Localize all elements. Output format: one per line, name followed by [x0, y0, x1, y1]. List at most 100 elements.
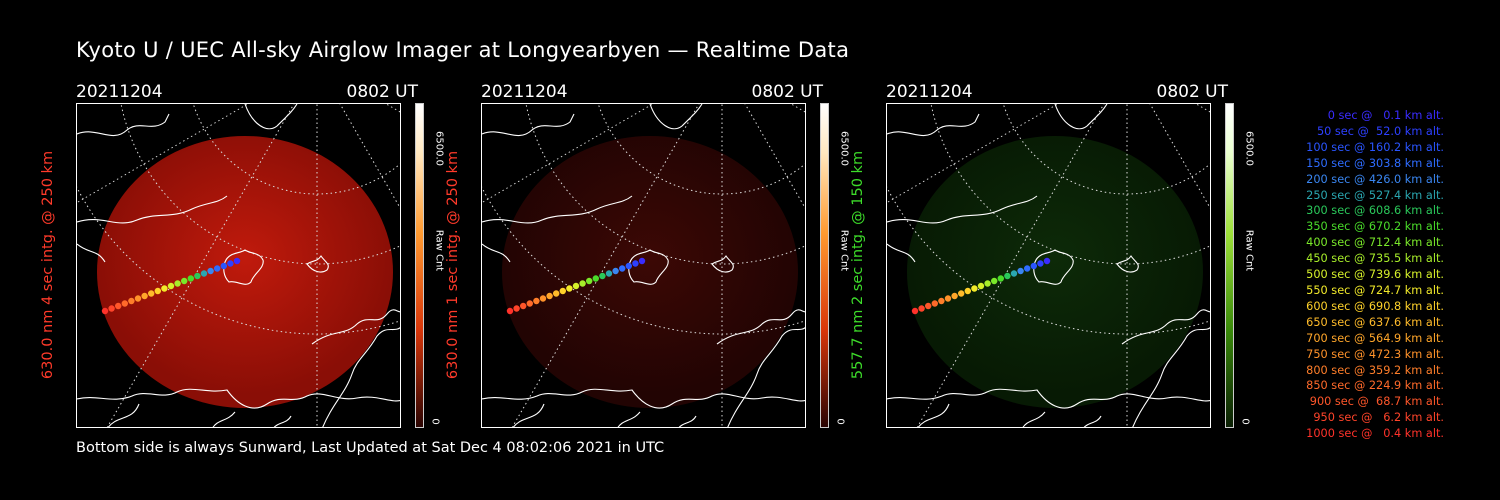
legend-entry: 350 sec @ 670.2 km alt. — [1306, 220, 1444, 234]
coastline — [322, 326, 400, 427]
coastline — [678, 415, 697, 427]
panel-date: 20211204 — [886, 82, 973, 102]
coastline — [887, 243, 916, 263]
longitude-line — [1149, 104, 1210, 209]
track-point — [566, 285, 573, 292]
track-point — [605, 270, 613, 277]
svalbard-coastline — [628, 249, 669, 285]
island-coastline — [1116, 255, 1139, 273]
track-point — [1037, 260, 1044, 267]
coastline — [273, 415, 292, 427]
track-point — [506, 307, 514, 315]
coastline — [649, 104, 703, 130]
coastline — [107, 403, 140, 427]
color-bar — [820, 103, 829, 428]
track-point — [128, 297, 135, 305]
track-point — [1017, 267, 1024, 275]
track-point — [553, 290, 560, 297]
track-point — [951, 292, 958, 300]
colorbar-max-label: 6500.0 — [838, 131, 850, 166]
track-point — [207, 267, 214, 275]
legend-entry: 500 sec @ 739.6 km alt. — [1306, 268, 1444, 282]
legend-entry: 850 sec @ 224.9 km alt. — [1306, 379, 1444, 393]
color-bar — [1225, 103, 1234, 428]
coastline — [77, 195, 228, 224]
svalbard-coastline — [1033, 249, 1074, 285]
track-point — [925, 302, 932, 310]
track-point — [194, 272, 201, 280]
track-point — [520, 302, 527, 310]
track-point — [526, 300, 533, 307]
coastline — [1132, 326, 1210, 427]
legend-entry: 650 sec @ 637.6 km alt. — [1306, 315, 1444, 329]
track-point — [121, 300, 128, 307]
airglow-image — [907, 136, 1203, 408]
map-svg — [77, 104, 400, 427]
longitude-line — [887, 104, 1059, 204]
track-point — [134, 295, 142, 302]
coastline — [244, 104, 298, 130]
legend-entry: 300 sec @ 608.6 km alt. — [1306, 204, 1444, 218]
track-point — [625, 262, 632, 270]
track-point — [958, 290, 965, 297]
track-point — [964, 287, 971, 295]
legend-entry: 0 sec @ 0.1 km alt. — [1327, 109, 1444, 122]
track-point — [1010, 270, 1018, 277]
coastline — [887, 113, 980, 137]
airglow-image — [97, 136, 393, 408]
coastline — [617, 411, 641, 427]
panel-date: 20211204 — [481, 82, 568, 102]
coastline — [716, 309, 805, 345]
colorbar-min-label: 0 — [429, 418, 441, 425]
legend-entry: 800 sec @ 359.2 km alt. — [1306, 363, 1444, 377]
map-svg — [482, 104, 805, 427]
legend-entry: 750 sec @ 472.3 km alt. — [1306, 347, 1444, 361]
coastline — [482, 388, 805, 409]
colorbar-min-label: 0 — [1239, 418, 1251, 425]
track-point — [108, 305, 115, 312]
track-point — [977, 282, 985, 290]
coastline — [77, 113, 170, 137]
imager-panel: 20211204 0802 UT 557.7 nm 2 sec intg. @ … — [850, 80, 1306, 440]
panel-date: 20211204 — [76, 82, 163, 102]
track-point — [1024, 265, 1031, 272]
track-point — [187, 275, 194, 282]
longitude-line — [744, 104, 805, 209]
legend-entry: 450 sec @ 735.5 km alt. — [1306, 252, 1444, 266]
track-point — [632, 260, 639, 267]
longitude-line — [385, 104, 400, 113]
legend-entry: 200 sec @ 426.0 km alt. — [1306, 172, 1444, 186]
coastline — [212, 411, 236, 427]
coastline — [1022, 411, 1046, 427]
track-point — [1004, 272, 1011, 280]
wavelength-label: 630.0 nm 4 sec intg. @ 250 km — [40, 150, 56, 380]
longitude-line — [916, 104, 1105, 427]
longitude-line — [511, 104, 700, 427]
imager-panel: 20211204 0802 UT 630.0 nm 1 sec intg. @ … — [445, 80, 901, 440]
legend-entry: 900 sec @ 68.7 km alt. — [1309, 395, 1444, 409]
track-point — [167, 282, 175, 290]
track-point — [181, 277, 188, 285]
track-point — [944, 295, 952, 302]
wavelength-label: 630.0 nm 1 sec intg. @ 250 km — [445, 150, 461, 380]
track-point — [984, 280, 991, 287]
colorbar-max-label: 6500.0 — [433, 131, 445, 166]
imager-panel: 20211204 0802 UT 630.0 nm 4 sec intg. @ … — [40, 80, 496, 440]
panel-time: 0802 UT — [346, 82, 419, 102]
track-point — [592, 275, 599, 282]
legend-entry: 400 sec @ 712.4 km alt. — [1306, 236, 1444, 250]
track-point — [619, 265, 626, 272]
svalbard-coastline — [223, 249, 264, 285]
longitude-line — [77, 104, 249, 204]
track-point — [154, 287, 161, 295]
track-point — [931, 300, 938, 307]
coastline — [512, 403, 545, 427]
track-point — [513, 305, 520, 312]
allsky-map — [481, 103, 806, 428]
track-point — [220, 262, 227, 270]
track-point — [227, 260, 234, 267]
longitude-line — [339, 104, 400, 209]
allsky-map — [886, 103, 1211, 428]
coastline — [77, 388, 400, 409]
track-point — [572, 282, 580, 290]
